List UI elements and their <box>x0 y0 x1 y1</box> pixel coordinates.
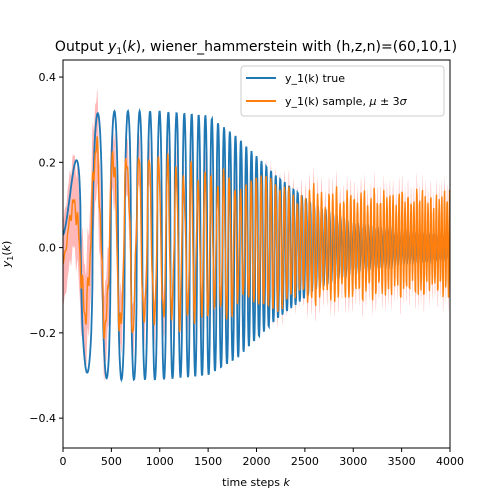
y-tick-label: 0.4 <box>39 71 57 84</box>
y-axis-label: y1(k) <box>0 241 15 269</box>
legend: y_1(k) true y_1(k) sample, μ ± 3σ <box>241 66 444 116</box>
legend-label-true: y_1(k) true <box>285 72 345 85</box>
x-tick-label: 0 <box>60 455 67 468</box>
x-tick-label: 500 <box>101 455 122 468</box>
x-tick-label: 2000 <box>243 455 271 468</box>
x-tick-label: 4000 <box>436 455 464 468</box>
y-tick-label: −0.4 <box>29 412 56 425</box>
legend-label-sample: y_1(k) sample, μ ± 3σ <box>285 95 408 108</box>
x-axis-label: time steps k <box>222 476 290 489</box>
chart-title: Output y1(k), wiener_hammerstein with (h… <box>55 39 457 57</box>
x-tick-label: 1500 <box>194 455 222 468</box>
x-tick-label: 3000 <box>339 455 367 468</box>
x-tick-label: 3500 <box>388 455 416 468</box>
y-tick-label: −0.2 <box>29 327 56 340</box>
y-tick-label: 0.0 <box>39 242 57 255</box>
x-tick-label: 1000 <box>146 455 174 468</box>
y-tick-label: 0.2 <box>39 156 57 169</box>
x-tick-label: 2500 <box>291 455 319 468</box>
